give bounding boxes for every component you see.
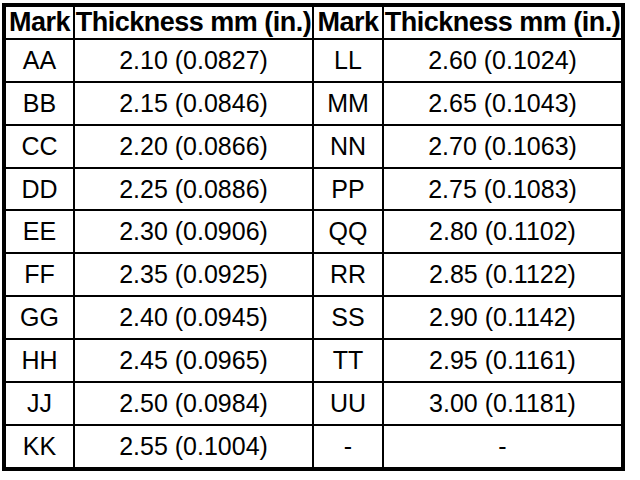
mark-cell: -: [313, 425, 383, 469]
mark-cell: HH: [4, 339, 74, 382]
header-cell-mark-right: Mark: [313, 5, 383, 39]
thickness-cell: 2.70 (0.1063): [383, 125, 623, 168]
thickness-cell: 2.45 (0.0965): [74, 339, 313, 382]
table-row: KK 2.55 (0.1004) - -: [4, 425, 623, 469]
mark-cell: AA: [4, 39, 74, 82]
page: Mark Thickness mm (in.) Mark Thickness m…: [0, 0, 640, 480]
thickness-cell: 2.15 (0.0846): [74, 82, 313, 125]
header-cell-mark-left: Mark: [4, 5, 74, 39]
mark-cell: JJ: [4, 382, 74, 425]
thickness-cell: 2.55 (0.1004): [74, 425, 313, 469]
mark-cell: TT: [313, 339, 383, 382]
shim-thickness-table: Mark Thickness mm (in.) Mark Thickness m…: [2, 3, 625, 471]
table-row: CC 2.20 (0.0866) NN 2.70 (0.1063): [4, 125, 623, 168]
thickness-cell: 2.75 (0.1083): [383, 168, 623, 211]
mark-cell: CC: [4, 125, 74, 168]
header-row: Mark Thickness mm (in.) Mark Thickness m…: [4, 5, 623, 39]
table-row: BB 2.15 (0.0846) MM 2.65 (0.1043): [4, 82, 623, 125]
mark-cell: KK: [4, 425, 74, 469]
table-row: GG 2.40 (0.0945) SS 2.90 (0.1142): [4, 296, 623, 339]
mark-cell: DD: [4, 168, 74, 211]
table-body: AA 2.10 (0.0827) LL 2.60 (0.1024) BB 2.1…: [4, 39, 623, 469]
mark-cell: GG: [4, 296, 74, 339]
mark-cell: MM: [313, 82, 383, 125]
mark-cell: PP: [313, 168, 383, 211]
table-row: AA 2.10 (0.0827) LL 2.60 (0.1024): [4, 39, 623, 82]
mark-cell: RR: [313, 253, 383, 296]
thickness-cell: 2.35 (0.0925): [74, 253, 313, 296]
thickness-cell: 2.10 (0.0827): [74, 39, 313, 82]
mark-cell: BB: [4, 82, 74, 125]
thickness-cell: -: [383, 425, 623, 469]
thickness-cell: 2.65 (0.1043): [383, 82, 623, 125]
thickness-cell: 2.30 (0.0906): [74, 210, 313, 253]
thickness-cell: 2.90 (0.1142): [383, 296, 623, 339]
thickness-cell: 2.40 (0.0945): [74, 296, 313, 339]
header-cell-thickness-right: Thickness mm (in.): [383, 5, 623, 39]
thickness-cell: 2.95 (0.1161): [383, 339, 623, 382]
table-row: DD 2.25 (0.0886) PP 2.75 (0.1083): [4, 168, 623, 211]
mark-cell: QQ: [313, 210, 383, 253]
mark-cell: UU: [313, 382, 383, 425]
mark-cell: EE: [4, 210, 74, 253]
thickness-cell: 3.00 (0.1181): [383, 382, 623, 425]
thickness-cell: 2.60 (0.1024): [383, 39, 623, 82]
table-row: HH 2.45 (0.0965) TT 2.95 (0.1161): [4, 339, 623, 382]
table-row: FF 2.35 (0.0925) RR 2.85 (0.1122): [4, 253, 623, 296]
table-row: JJ 2.50 (0.0984) UU 3.00 (0.1181): [4, 382, 623, 425]
thickness-cell: 2.25 (0.0886): [74, 168, 313, 211]
mark-cell: LL: [313, 39, 383, 82]
thickness-cell: 2.80 (0.1102): [383, 210, 623, 253]
table-header: Mark Thickness mm (in.) Mark Thickness m…: [4, 5, 623, 39]
thickness-cell: 2.20 (0.0866): [74, 125, 313, 168]
mark-cell: FF: [4, 253, 74, 296]
header-cell-thickness-left: Thickness mm (in.): [74, 5, 313, 39]
thickness-cell: 2.85 (0.1122): [383, 253, 623, 296]
table-row: EE 2.30 (0.0906) QQ 2.80 (0.1102): [4, 210, 623, 253]
thickness-cell: 2.50 (0.0984): [74, 382, 313, 425]
mark-cell: NN: [313, 125, 383, 168]
mark-cell: SS: [313, 296, 383, 339]
